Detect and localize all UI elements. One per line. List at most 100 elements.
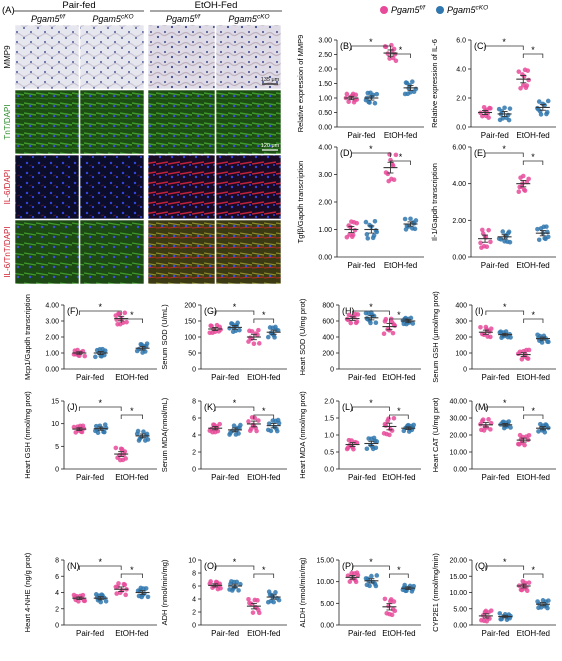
group-label-pair-fed: Pair-fed: [62, 0, 95, 11]
data-point: [231, 423, 237, 428]
y-tick-label: 2.0: [456, 96, 466, 103]
data-point: [352, 227, 358, 233]
y-tick-label: 4.00: [452, 181, 466, 188]
sig-bracket: [523, 318, 544, 323]
sig-star: *: [503, 557, 507, 567]
x-tick-label: EtOH-fed: [115, 629, 148, 638]
data-point: [349, 438, 354, 443]
micrograph: [215, 219, 282, 285]
y-tick-label: 800: [322, 303, 334, 310]
data-point: [347, 579, 353, 584]
data-point: [408, 89, 413, 95]
data-point: [411, 422, 416, 428]
y-tick-label: 0.0: [456, 125, 466, 132]
micrograph: [14, 89, 80, 155]
data-point: [95, 430, 101, 436]
data-point: [383, 44, 389, 50]
data-point: [502, 105, 507, 111]
y-tick-label: 20.00: [449, 433, 467, 440]
sig-bracket: [352, 310, 390, 315]
data-point: [480, 417, 486, 422]
sig-star: *: [233, 557, 237, 567]
panel-label: (L): [342, 402, 353, 412]
x-tick-label: EtOH-fed: [115, 373, 148, 382]
data-point: [94, 595, 100, 600]
chart-g: (G) 0 50 100 150 200 Serum SOD (U/mL) Pair-fed E…: [160, 302, 287, 382]
data-point: [143, 586, 149, 591]
data-point: [478, 240, 483, 246]
panel-label: (H): [342, 306, 355, 316]
data-point: [234, 579, 240, 585]
y-tick-label: 6.00: [452, 145, 466, 152]
data-point: [271, 599, 276, 605]
data-point: [386, 603, 391, 609]
panel-label: (F): [67, 306, 79, 316]
y-tick-label: 2: [192, 610, 196, 617]
y-tick-label: 300: [455, 319, 467, 326]
legend-marker-fl: [380, 6, 388, 14]
x-tick-label: Pair-fed: [347, 261, 375, 270]
data-point: [345, 445, 351, 451]
data-point: [508, 425, 513, 430]
data-point: [393, 58, 399, 64]
data-point: [350, 232, 356, 238]
micrograph: [147, 154, 216, 220]
y-tick-label: 2.00: [45, 335, 59, 342]
x-tick-label: EtOH-fed: [247, 629, 280, 638]
data-point: [519, 587, 525, 593]
data-point: [266, 421, 272, 426]
sig-bracket: [522, 160, 544, 165]
sig-star: *: [262, 310, 266, 320]
data-point: [543, 599, 548, 604]
sig-star: *: [99, 302, 103, 312]
x-tick-label: Pair-fed: [482, 629, 510, 638]
y-tick-label: 5.00: [320, 601, 334, 608]
data-point: [412, 226, 418, 232]
y-tick-label: 2: [55, 606, 59, 613]
sig-bracket: [78, 406, 122, 411]
y-tick-label: 50: [188, 351, 196, 358]
data-point: [256, 327, 261, 333]
y-tick-label: 4.0: [456, 67, 466, 74]
chart-p: (P) 0.00 5.00 10.00 15.00 ALDH (nmol/min/mg) P…: [298, 557, 421, 638]
data-point: [352, 311, 358, 317]
data-point: [256, 610, 262, 616]
data-point: [384, 431, 390, 437]
data-point: [268, 428, 274, 434]
x-tick-label: Pair-fed: [481, 261, 509, 270]
data-point: [481, 618, 487, 624]
data-point: [136, 593, 142, 599]
data-point: [367, 583, 372, 589]
data-point: [516, 69, 522, 74]
y-tick-label: 4: [192, 597, 196, 604]
y-axis-label: Il-1/Gapdh transcription: [430, 163, 439, 241]
data-point: [488, 427, 493, 432]
data-point: [382, 596, 388, 602]
data-point: [388, 426, 393, 432]
data-point: [536, 99, 542, 104]
y-tick-label: 4: [192, 433, 196, 440]
y-axis-label: Relative expression of MMP9: [296, 35, 305, 133]
data-point: [122, 582, 128, 588]
data-point: [247, 600, 252, 606]
data-point: [374, 91, 380, 97]
data-point: [253, 331, 258, 336]
x-tick-label: Pair-fed: [348, 473, 376, 482]
data-point: [402, 216, 408, 222]
data-point: [479, 245, 484, 250]
data-point: [526, 77, 531, 83]
micrograph: [79, 154, 145, 220]
data-point: [373, 228, 379, 233]
sig-star: *: [99, 557, 103, 567]
x-tick-label: Pair-fed: [348, 373, 376, 382]
sig-bracket: [389, 414, 409, 419]
data-point: [207, 330, 213, 336]
micrograph: [147, 219, 216, 285]
y-tick-label: 0.0: [324, 467, 334, 474]
y-tick-label: 0.00: [452, 255, 466, 262]
data-point: [217, 324, 222, 330]
y-tick-label: 0: [463, 367, 467, 374]
x-tick-label: Pair-fed: [76, 629, 104, 638]
data-point: [344, 91, 350, 97]
y-tick-label: 100: [455, 351, 467, 358]
